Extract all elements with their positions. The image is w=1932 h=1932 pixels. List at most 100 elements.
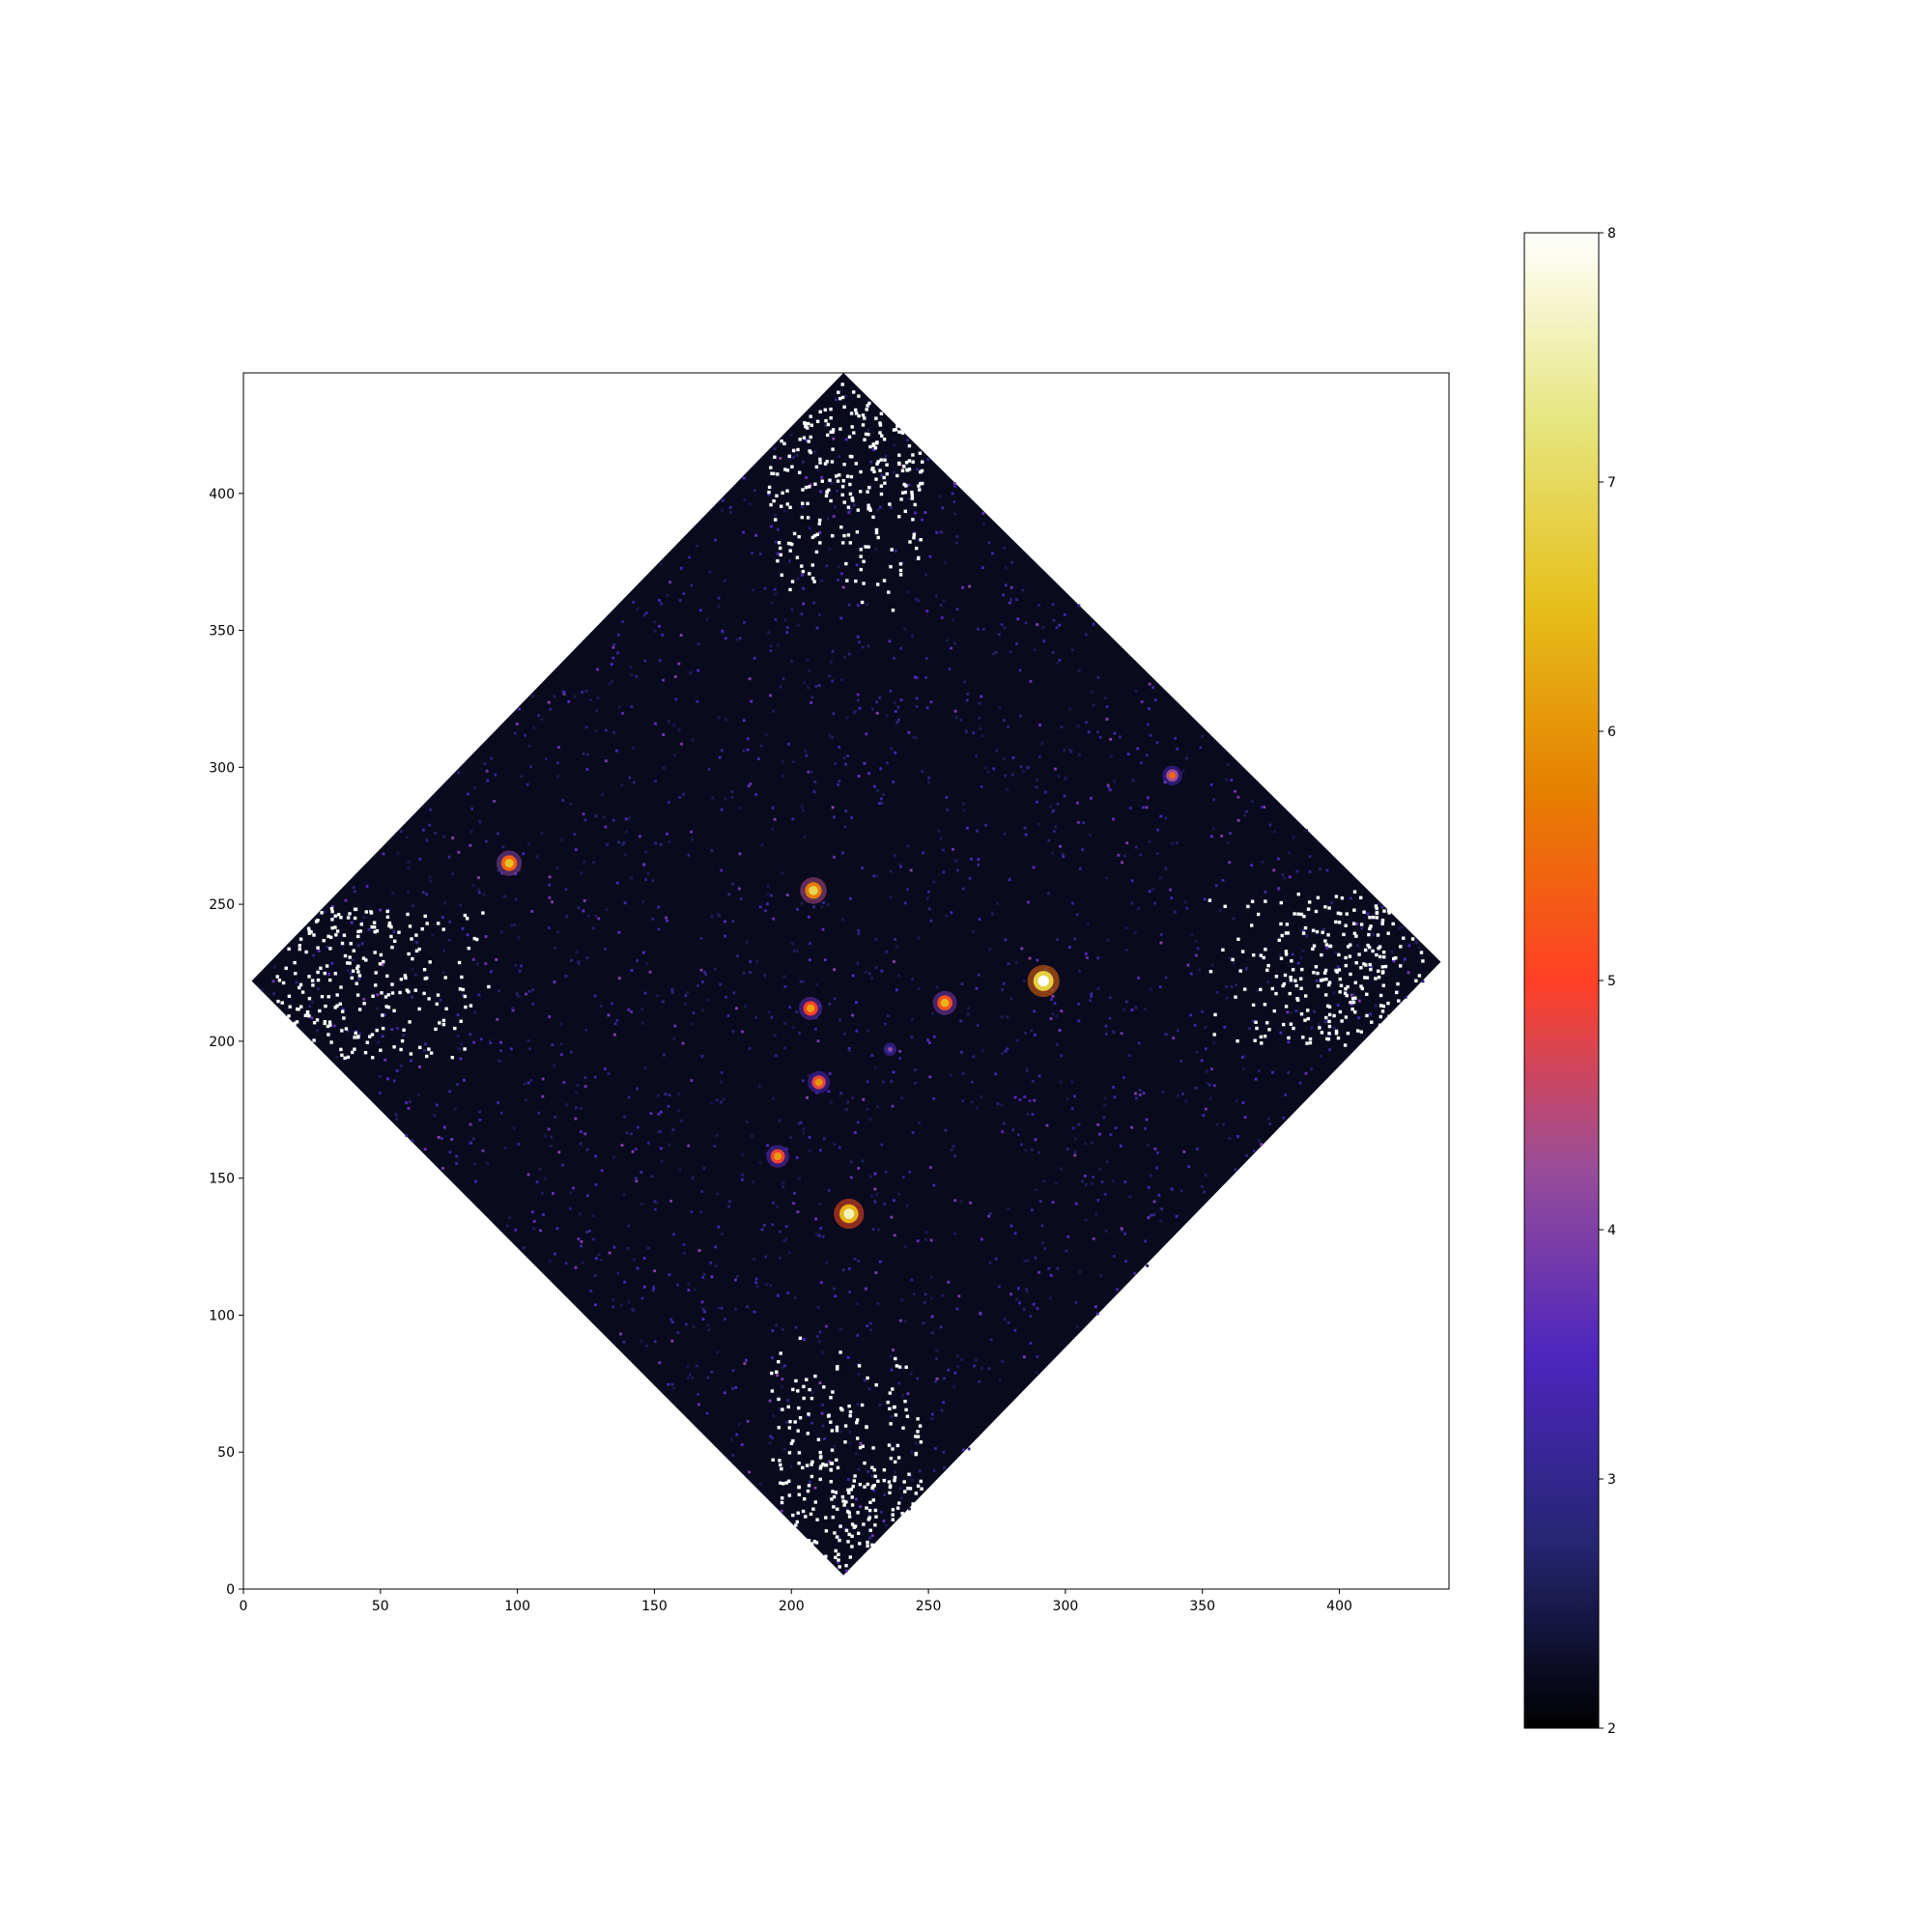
noise-pixel <box>935 1349 939 1352</box>
edge-hole <box>776 559 780 563</box>
noise-pixel <box>854 1452 858 1456</box>
noise-pixel <box>893 443 896 447</box>
edge-hole <box>829 407 833 412</box>
noise-pixel <box>1064 777 1067 781</box>
edge-hole <box>857 394 861 398</box>
noise-pixel <box>784 1148 788 1151</box>
edge-hole <box>1378 945 1382 949</box>
edge-hole <box>1303 925 1308 930</box>
noise-pixel <box>594 1303 597 1307</box>
noise-pixel <box>1094 1212 1098 1216</box>
noise-pixel <box>499 1040 502 1044</box>
edge-hole <box>333 1006 337 1009</box>
edge-hole <box>843 1424 848 1428</box>
noise-pixel <box>849 896 852 900</box>
noise-pixel <box>428 876 432 879</box>
edge-hole <box>870 1543 874 1547</box>
colorbar-tick-label: 3 <box>1607 1472 1616 1488</box>
noise-pixel <box>848 1049 851 1052</box>
noise-pixel <box>1138 1089 1142 1093</box>
noise-pixel <box>916 1377 920 1380</box>
noise-pixel <box>842 1032 846 1036</box>
edge-hole <box>887 1480 892 1484</box>
edge-hole <box>334 933 338 937</box>
noise-pixel <box>1094 1305 1097 1309</box>
noise-pixel <box>1152 1200 1156 1204</box>
noise-pixel <box>327 973 330 976</box>
edge-hole <box>326 1024 330 1029</box>
noise-pixel <box>1105 718 1109 721</box>
edge-hole <box>469 1004 473 1008</box>
noise-pixel <box>833 855 836 859</box>
noise-pixel <box>456 1034 460 1037</box>
noise-pixel <box>1009 1224 1013 1228</box>
noise-pixel <box>816 1039 820 1043</box>
edge-hole <box>861 1444 865 1448</box>
noise-pixel <box>930 1315 934 1319</box>
edge-hole <box>814 465 819 469</box>
edge-hole <box>815 532 819 536</box>
noise-pixel <box>597 917 601 921</box>
noise-pixel <box>621 712 624 715</box>
edge-hole <box>785 489 789 493</box>
noise-pixel <box>654 780 657 783</box>
noise-pixel <box>648 970 652 974</box>
noise-pixel <box>941 506 945 510</box>
edge-hole <box>333 914 337 918</box>
noise-pixel <box>670 1321 674 1324</box>
edge-hole <box>435 1002 439 1007</box>
noise-pixel <box>730 790 734 794</box>
noise-pixel <box>1366 912 1370 916</box>
noise-pixel <box>687 853 691 857</box>
edge-hole <box>443 976 447 980</box>
edge-hole <box>777 1397 781 1402</box>
noise-pixel <box>846 754 850 757</box>
noise-pixel <box>1134 689 1138 693</box>
noise-pixel <box>818 1330 822 1334</box>
noise-pixel <box>605 908 609 912</box>
source-core <box>504 859 514 868</box>
edge-hole <box>844 1500 848 1504</box>
edge-hole <box>780 1466 783 1471</box>
edge-hole <box>392 1009 396 1012</box>
edge-hole <box>333 972 337 976</box>
noise-pixel <box>382 852 385 856</box>
noise-pixel <box>669 1199 673 1203</box>
noise-pixel <box>909 1372 913 1376</box>
noise-pixel <box>734 1278 737 1282</box>
noise-pixel <box>643 1065 647 1069</box>
edge-hole <box>348 912 352 916</box>
noise-pixel <box>564 888 568 892</box>
noise-pixel <box>706 1323 710 1327</box>
edge-hole <box>1410 937 1415 941</box>
noise-pixel <box>484 962 488 966</box>
noise-pixel <box>1243 813 1247 817</box>
noise-pixel <box>808 942 811 946</box>
noise-pixel <box>562 1081 566 1084</box>
noise-pixel <box>1294 1009 1298 1012</box>
noise-pixel <box>461 926 465 930</box>
edge-hole <box>1314 909 1319 914</box>
edge-hole <box>304 950 308 954</box>
noise-pixel <box>1032 866 1036 869</box>
edge-hole <box>422 968 427 972</box>
edge-hole <box>1374 977 1378 980</box>
noise-pixel <box>1120 1032 1123 1036</box>
edge-hole <box>801 488 805 492</box>
noise-pixel <box>947 1280 951 1284</box>
noise-pixel <box>636 959 639 962</box>
edge-hole <box>814 1541 819 1545</box>
edge-hole <box>323 1020 327 1024</box>
noise-pixel <box>808 1480 811 1484</box>
noise-pixel <box>1069 750 1073 753</box>
edge-hole <box>1394 956 1398 960</box>
noise-pixel <box>580 1130 582 1134</box>
noise-pixel <box>745 940 749 944</box>
edge-hole <box>829 498 833 503</box>
noise-pixel <box>677 662 681 666</box>
noise-pixel <box>880 473 884 477</box>
noise-pixel <box>556 761 559 765</box>
noise-pixel <box>580 871 583 874</box>
noise-pixel <box>589 1290 593 1293</box>
noise-pixel <box>1009 598 1013 602</box>
